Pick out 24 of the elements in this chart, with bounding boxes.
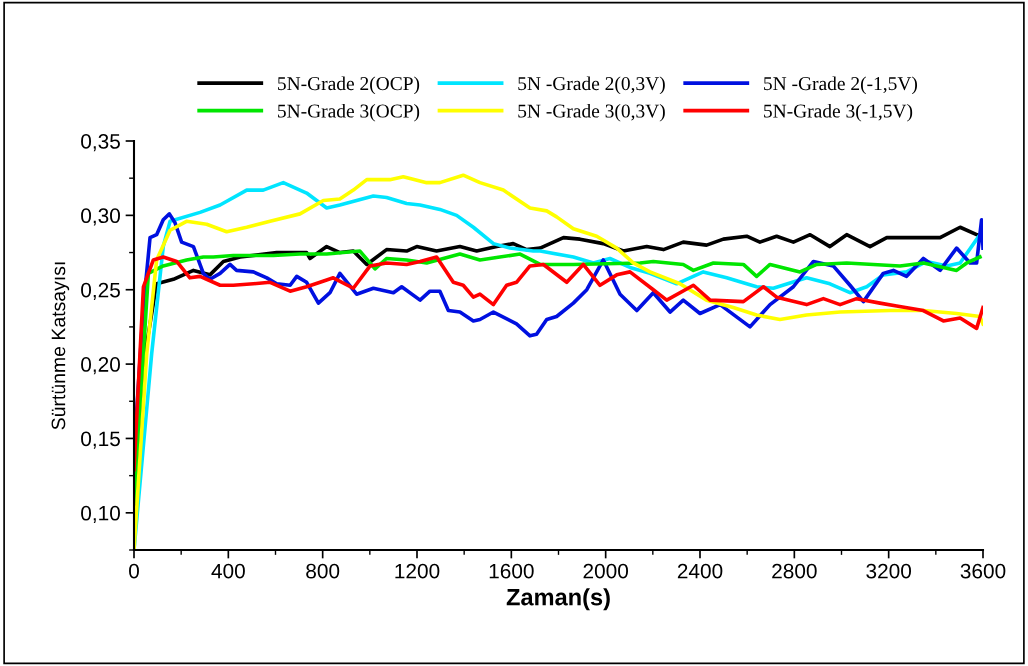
x-tick-label: 1600 xyxy=(489,563,534,579)
legend-label: 5N -Grade 3(0,3V) xyxy=(518,103,665,122)
y-tick-label: 0,30 xyxy=(81,208,120,226)
x-tick-label: 800 xyxy=(306,563,340,579)
x-tick-label: 2800 xyxy=(772,563,817,579)
y-tick-label: 0,25 xyxy=(81,282,120,300)
legend-label: 5N-Grade 3(OCP) xyxy=(278,103,420,122)
legend-label: 5N-Grade 3(-1,5V) xyxy=(764,103,913,122)
legend-label: 5N -Grade 2(0,3V) xyxy=(518,76,665,95)
y-tick-label: 0,15 xyxy=(81,431,120,449)
x-tick-label: 2000 xyxy=(583,563,629,579)
legend-label: 5N -Grade 2(-1,5V) xyxy=(764,76,918,95)
y-tick-label: 0,20 xyxy=(81,357,120,375)
legend-label: 5N-Grade 2(OCP) xyxy=(278,76,420,95)
x-tick-label: 1200 xyxy=(395,563,440,579)
x-tick-label: 0 xyxy=(129,563,139,579)
y-tick-label: 0,35 xyxy=(81,134,120,152)
y-axis-title: Sürtünme Katsayısı xyxy=(51,262,70,430)
x-tick-label: 2400 xyxy=(677,563,723,579)
x-tick-label: 400 xyxy=(211,563,245,579)
y-tick-label: 0,10 xyxy=(81,505,120,524)
x-tick-label: 3600 xyxy=(960,563,1006,579)
x-tick-label: 3200 xyxy=(866,563,912,579)
x-axis-title: Zaman(s) xyxy=(506,588,610,611)
